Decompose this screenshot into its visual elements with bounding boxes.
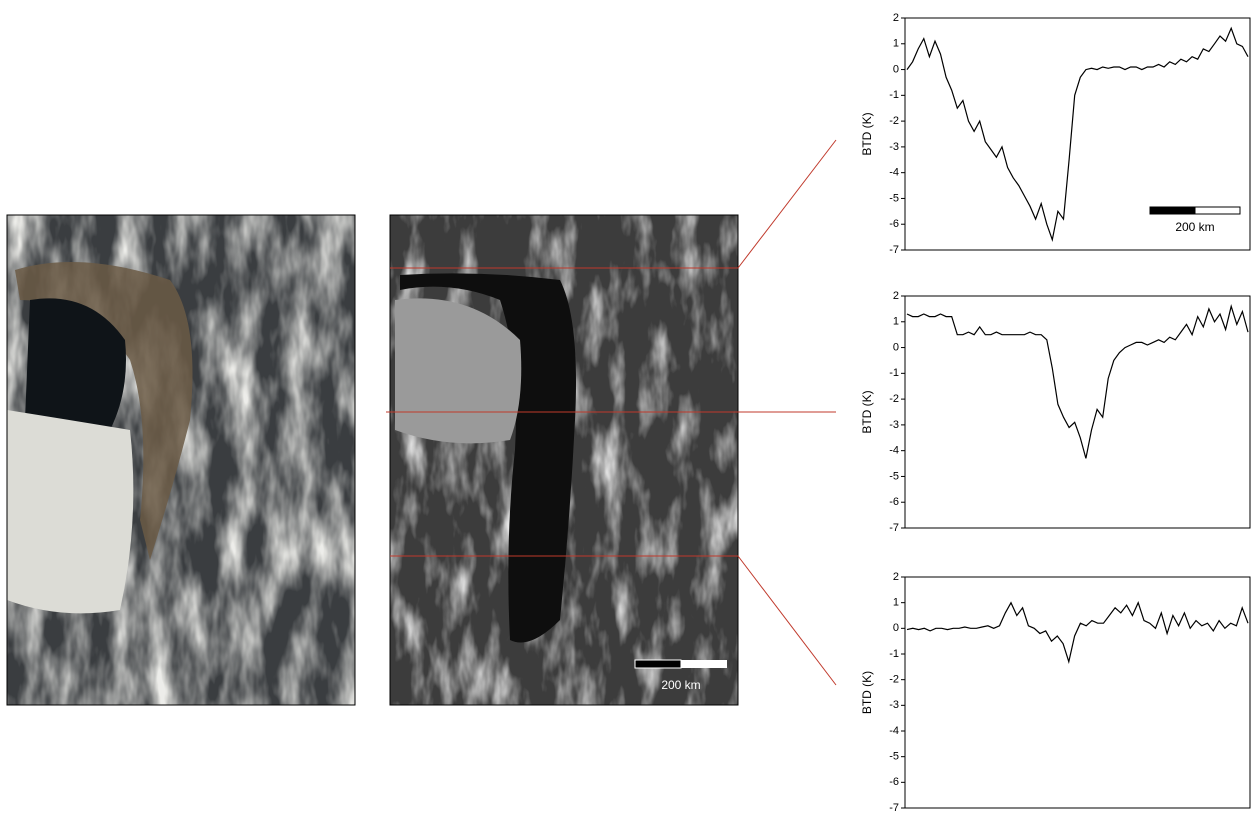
y-tick-label: 0 bbox=[893, 341, 899, 353]
scale-bar bbox=[1150, 207, 1195, 214]
y-tick-label: -4 bbox=[889, 725, 899, 737]
y-tick-label: -4 bbox=[889, 445, 899, 457]
y-tick-label: -7 bbox=[889, 244, 899, 256]
y-tick-label: -4 bbox=[889, 167, 899, 179]
y-tick-label: -1 bbox=[889, 648, 899, 660]
y-tick-label: 2 bbox=[893, 290, 899, 302]
plot-frame bbox=[905, 18, 1250, 250]
y-axis-label: BTD (K) bbox=[860, 671, 874, 714]
y-tick-label: 0 bbox=[893, 622, 899, 634]
y-axis-label: BTD (K) bbox=[860, 112, 874, 155]
y-tick-label: -2 bbox=[889, 115, 899, 127]
y-tick-label: -2 bbox=[889, 393, 899, 405]
y-tick-label: 1 bbox=[893, 38, 899, 50]
y-tick-label: 2 bbox=[893, 12, 899, 24]
scale-label: 200 km bbox=[1175, 220, 1214, 234]
scale-label: 200 km bbox=[661, 678, 700, 692]
y-tick-label: -5 bbox=[889, 192, 899, 204]
true-color-image bbox=[7, 215, 355, 705]
y-tick-label: -3 bbox=[889, 699, 899, 711]
figure: 200 km -7 -6 -5 -4 -3 -2 -1 0 1 2 BTD (K) 200 km -7 -… bbox=[0, 0, 1252, 817]
y-tick-label: -3 bbox=[889, 419, 899, 431]
plot-frame bbox=[905, 577, 1250, 808]
y-tick-label: 2 bbox=[893, 571, 899, 583]
scale-bar bbox=[635, 660, 681, 668]
y-tick-label: -1 bbox=[889, 367, 899, 379]
y-tick-label: -3 bbox=[889, 141, 899, 153]
y-tick-label: -6 bbox=[889, 496, 899, 508]
y-tick-label: -7 bbox=[889, 522, 899, 534]
y-tick-label: -6 bbox=[889, 776, 899, 788]
scale-bar bbox=[1195, 207, 1240, 214]
y-tick-label: -5 bbox=[889, 751, 899, 763]
btd-image bbox=[390, 215, 738, 705]
btd-line bbox=[907, 306, 1248, 458]
y-tick-label: -6 bbox=[889, 218, 899, 230]
y-axis-label: BTD (K) bbox=[860, 390, 874, 433]
y-tick-label: 1 bbox=[893, 316, 899, 328]
y-tick-label: -5 bbox=[889, 470, 899, 482]
y-tick-label: -7 bbox=[889, 802, 899, 814]
scale-bar bbox=[681, 660, 727, 668]
btd-line bbox=[907, 603, 1248, 662]
y-tick-label: -2 bbox=[889, 674, 899, 686]
y-tick-label: 0 bbox=[893, 63, 899, 75]
plot-frame bbox=[905, 296, 1250, 528]
y-tick-label: -1 bbox=[889, 89, 899, 101]
y-tick-label: 1 bbox=[893, 597, 899, 609]
